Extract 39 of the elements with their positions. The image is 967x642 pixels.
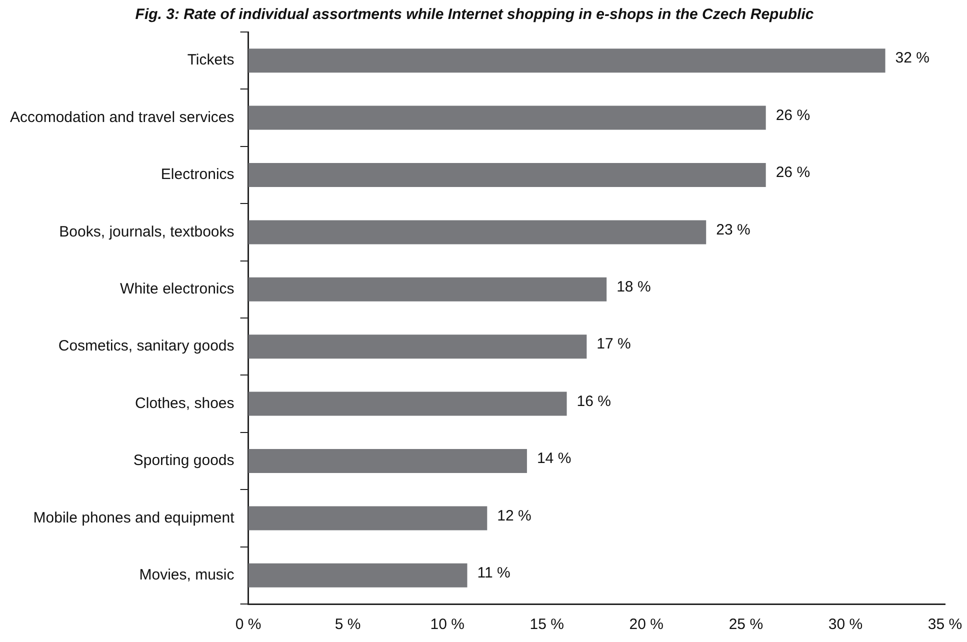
x-tick-label: 20 % [629,616,664,634]
x-tick-label: 30 % [828,616,863,634]
x-tick-label: 25 % [728,616,764,634]
y-tick-label: Mobile phones and equipment [33,509,236,526]
bar [248,162,766,188]
y-tick-label: White electronics [120,280,234,298]
bar [248,448,527,474]
chart-title: Fig. 3: Rate of individual assortments while Internet shopping in e-shops in the Czech Republic [135,6,814,24]
y-tick-label: Accomodation and travel services [10,108,234,126]
data-label: 32 % [895,50,930,67]
data-label: 11 % [477,564,510,582]
bar [248,48,886,73]
bar [248,334,587,359]
data-label: 23 % [716,221,750,238]
bar [248,563,468,588]
bar [248,220,706,244]
bar [248,392,567,416]
y-tick-label: Cosmetics, sanitary goods [58,338,234,355]
data-label: 18 % [616,278,651,296]
data-label: 16 % [576,392,611,410]
x-tick-label: 15 % [530,616,564,634]
x-tick-label: 10 % [430,616,464,634]
data-label: 26 % [776,164,810,182]
y-tick-label: Tickets [187,52,234,69]
data-label: 14 % [536,450,572,468]
bar [248,506,488,530]
y-tick-label: Movies, music [139,566,235,584]
x-tick-label: 5 % [334,616,361,634]
data-label: 26 % [776,106,810,124]
x-tick-label: 0 % [235,616,262,634]
y-tick-label: Clothes, shoes [135,394,234,412]
y-tick-label: Sporting goods [133,452,234,470]
bar [248,106,766,130]
data-label: 17 % [596,336,631,353]
data-label: 12 % [497,507,532,524]
bar [248,277,607,302]
y-tick-label: Books, journals, textbooks [59,223,234,240]
x-tick-label: 35 % [928,616,962,634]
y-tick-label: Electronics [160,166,234,184]
